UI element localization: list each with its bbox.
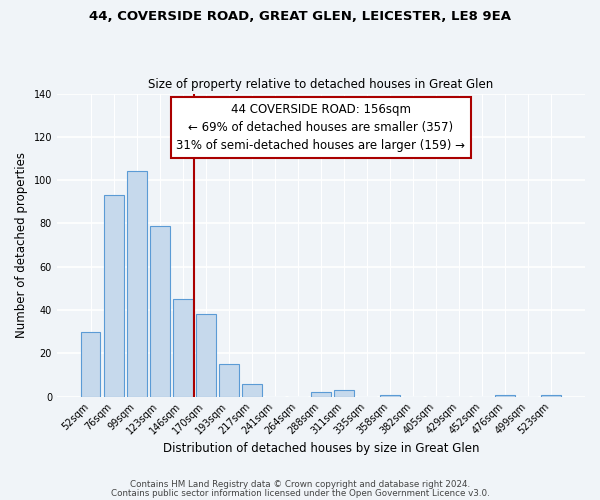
Bar <box>311 392 331 396</box>
Bar <box>219 364 239 396</box>
Bar <box>541 394 561 396</box>
X-axis label: Distribution of detached houses by size in Great Glen: Distribution of detached houses by size … <box>163 442 479 455</box>
Bar <box>104 196 124 396</box>
Text: 44, COVERSIDE ROAD, GREAT GLEN, LEICESTER, LE8 9EA: 44, COVERSIDE ROAD, GREAT GLEN, LEICESTE… <box>89 10 511 23</box>
Title: Size of property relative to detached houses in Great Glen: Size of property relative to detached ho… <box>148 78 494 91</box>
Bar <box>380 394 400 396</box>
Bar <box>150 226 170 396</box>
Bar <box>496 394 515 396</box>
Bar <box>196 314 215 396</box>
Text: Contains public sector information licensed under the Open Government Licence v3: Contains public sector information licen… <box>110 488 490 498</box>
Text: Contains HM Land Registry data © Crown copyright and database right 2024.: Contains HM Land Registry data © Crown c… <box>130 480 470 489</box>
Y-axis label: Number of detached properties: Number of detached properties <box>15 152 28 338</box>
Text: 44 COVERSIDE ROAD: 156sqm
← 69% of detached houses are smaller (357)
31% of semi: 44 COVERSIDE ROAD: 156sqm ← 69% of detac… <box>176 102 466 152</box>
Bar <box>81 332 100 396</box>
Bar <box>334 390 354 396</box>
Bar <box>242 384 262 396</box>
Bar <box>173 299 193 396</box>
Bar <box>127 172 146 396</box>
